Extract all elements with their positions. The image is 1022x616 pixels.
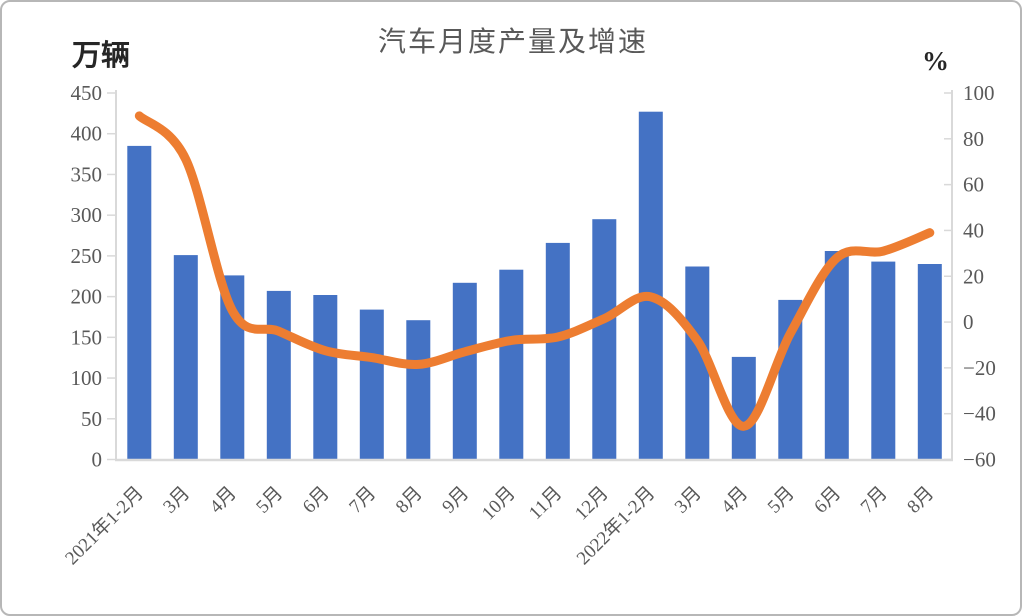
bar	[173, 255, 198, 460]
bar	[917, 264, 942, 460]
category-label: 4月	[206, 483, 241, 518]
category-label: 5月	[252, 483, 287, 518]
category-label: 7月	[345, 483, 380, 518]
right-axis-unit-label: %	[922, 46, 949, 76]
right-axis-tick-label: 0	[963, 310, 974, 334]
right-axis-tick-label: 100	[963, 81, 995, 105]
left-axis-tick-label: 150	[71, 325, 103, 349]
bar	[313, 295, 338, 460]
right-axis-tick-label: −40	[963, 402, 996, 426]
left-axis-tick-label: 250	[71, 244, 103, 268]
left-axis-tick-label: 200	[71, 285, 103, 309]
left-axis-tick-label: 0	[92, 448, 103, 472]
right-axis-tick-label: −60	[963, 448, 996, 472]
left-axis-tick-label: 350	[71, 162, 103, 186]
left-axis-tick-label: 450	[71, 81, 103, 105]
category-label: 11月	[525, 483, 566, 524]
bar	[731, 356, 756, 460]
bar	[499, 269, 524, 460]
chart-title: 汽车月度产量及增速	[377, 27, 648, 58]
left-axis-tick-label: 300	[71, 203, 103, 227]
bar	[871, 261, 896, 460]
category-label: 8月	[392, 483, 427, 518]
category-label: 5月	[764, 483, 799, 518]
category-label: 3月	[671, 483, 706, 518]
left-axis-tick-label: 50	[81, 407, 102, 431]
growth-rate-line	[134, 111, 935, 431]
bar	[266, 290, 291, 460]
left-axis-tick-label: 400	[71, 122, 103, 146]
bar	[638, 111, 663, 460]
bar	[824, 251, 849, 460]
category-label: 6月	[810, 483, 845, 518]
left-axis-unit-label: 万辆	[72, 40, 131, 72]
bar	[406, 320, 431, 460]
right-axis-tick-label: 40	[963, 218, 984, 242]
bar	[592, 219, 617, 460]
bar	[359, 309, 384, 460]
category-label: 10月	[478, 483, 520, 525]
category-label: 8月	[903, 483, 938, 518]
right-axis-tick-label: −20	[963, 356, 996, 380]
category-label: 9月	[438, 483, 473, 518]
category-label: 3月	[159, 483, 194, 518]
right-axis-tick-label: 20	[963, 264, 984, 288]
left-axis-tick-label: 100	[71, 366, 103, 390]
category-label: 6月	[299, 483, 334, 518]
right-axis-tick-label: 80	[963, 127, 984, 151]
category-label: 2021年1-2月	[61, 482, 148, 569]
category-label: 12月	[571, 483, 613, 525]
right-axis-tick-label: 60	[963, 173, 984, 197]
category-label: 7月	[857, 483, 892, 518]
bar	[127, 145, 152, 460]
bar	[545, 242, 570, 460]
bar	[452, 282, 477, 460]
category-label: 4月	[717, 483, 752, 518]
